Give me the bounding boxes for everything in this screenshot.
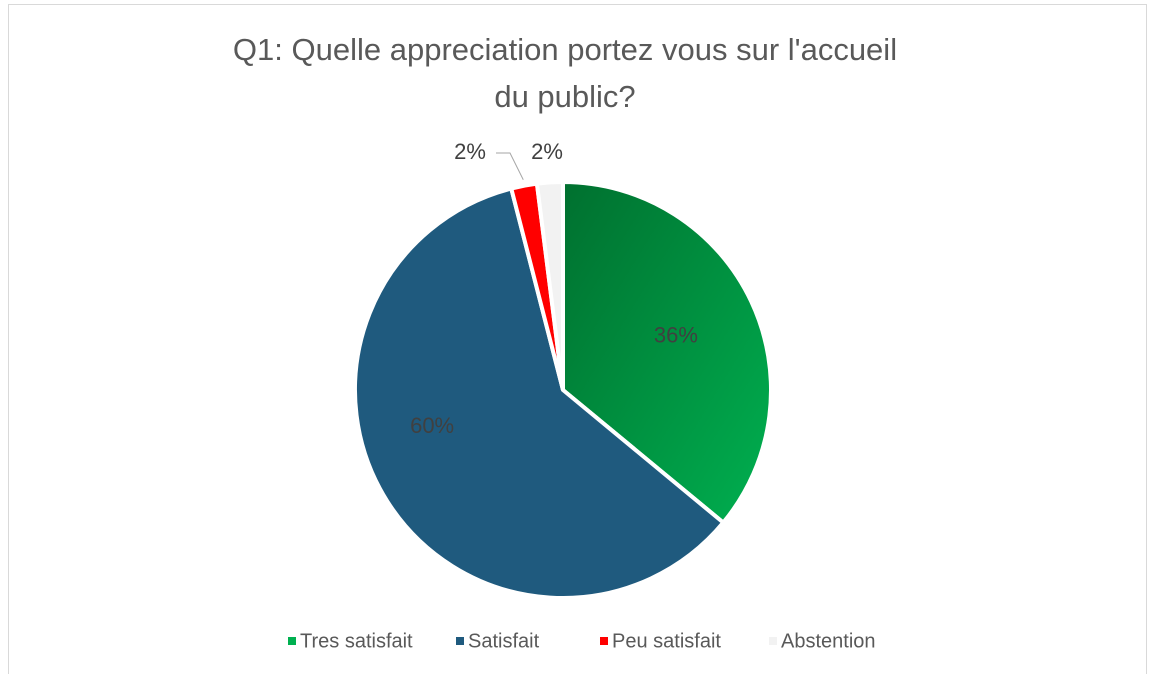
data-label: 36%	[654, 323, 698, 348]
chart-title: Q1: Quelle appreciation portez vous sur …	[232, 32, 898, 114]
pie-slice	[561, 179, 773, 526]
legend-marker	[288, 637, 296, 645]
chart-border	[8, 4, 1147, 674]
legend-marker	[456, 637, 464, 645]
pie-slice	[534, 179, 565, 391]
legend-label: Peu satisfait	[612, 630, 721, 652]
leader-line	[496, 152, 524, 180]
legend-marker	[600, 637, 608, 645]
legend-label: Satisfait	[468, 630, 540, 652]
data-label: 2%	[531, 139, 563, 164]
pie-slice	[353, 186, 727, 600]
data-label: 60%	[410, 413, 454, 438]
legend-label: Tres satisfait	[300, 630, 413, 652]
data-label: 2%	[454, 139, 486, 164]
legend-label: Abstention	[781, 630, 876, 652]
legend-marker	[769, 637, 777, 645]
